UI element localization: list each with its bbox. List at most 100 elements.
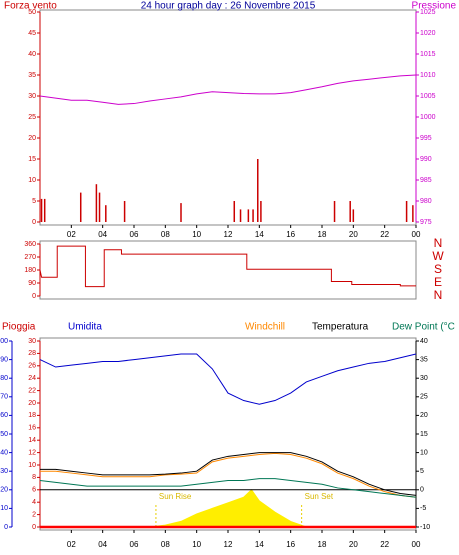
wind-bar — [260, 201, 262, 222]
tick-label: 60 — [0, 412, 8, 419]
tick-label: 20 — [28, 400, 36, 407]
tick-label: 15 — [28, 156, 36, 163]
wind-bar — [123, 201, 126, 222]
tick-label: 0 — [32, 293, 36, 300]
x-tick-label: 04 — [98, 230, 107, 239]
tick-label: 30 — [28, 338, 36, 345]
x-tick-label: 22 — [380, 230, 389, 239]
tick-label: 50 — [28, 9, 36, 16]
series-line — [39, 245, 416, 288]
chart-title: 24 hour graph day : 26 Novembre 2015 — [141, 1, 316, 12]
x-tick-label: 08 — [161, 540, 170, 549]
tick-label: 1010 — [420, 72, 436, 79]
x-tick-label: 08 — [161, 230, 170, 239]
x-tick-label: 16 — [286, 230, 295, 239]
wind-bar — [252, 209, 254, 222]
wind-bar — [40, 198, 43, 222]
axis-title: Forza vento — [4, 1, 57, 12]
tick-label: S — [434, 262, 442, 276]
axis-title: Pressione — [412, 1, 457, 12]
tick-label: 45 — [28, 30, 36, 37]
x-tick-label: 02 — [67, 540, 76, 549]
tick-label: 270 — [24, 254, 36, 261]
wind-bar — [247, 209, 250, 222]
tick-label: 2 — [32, 511, 36, 518]
wind-bar — [180, 203, 182, 222]
tick-label: 20 — [420, 412, 428, 419]
series-line — [39, 74, 417, 105]
tick-label: 90 — [0, 356, 8, 363]
solar-area — [149, 489, 307, 528]
tick-label: 360 — [24, 241, 36, 248]
wind-direction-frame — [39, 240, 417, 300]
tick-label: 20 — [28, 135, 36, 142]
tick-label: 15 — [420, 431, 428, 438]
tick-label: 24 — [28, 375, 36, 382]
legend-entry: Temperatura — [312, 322, 369, 333]
x-tick-label: 16 — [286, 540, 295, 549]
wind-bar — [349, 201, 351, 222]
tick-label: 35 — [420, 356, 428, 363]
top-panel-frame — [39, 9, 417, 226]
wind-bar — [98, 192, 101, 222]
x-tick-label: 22 — [380, 540, 389, 549]
tick-label: 30 — [420, 375, 428, 382]
tick-label: 40 — [0, 449, 8, 456]
x-tick-label: 14 — [255, 540, 264, 549]
x-tick-label: 20 — [349, 230, 358, 239]
tick-label: 5 — [420, 468, 424, 475]
tick-label: 980 — [420, 198, 432, 205]
tick-label: 10 — [420, 449, 428, 456]
x-tick-label: 00 — [412, 540, 421, 549]
wind-bar — [95, 184, 98, 222]
tick-label: 1025 — [420, 9, 436, 16]
tick-label: 6 — [32, 487, 36, 494]
tick-label: N — [434, 236, 443, 250]
tick-label: 1015 — [420, 51, 436, 58]
tick-label: 0 — [32, 524, 36, 531]
wind-bar — [352, 209, 355, 222]
annotation: Sun Set — [305, 492, 334, 501]
legend-entry: Pioggia — [2, 322, 36, 333]
tick-label: 40 — [28, 51, 36, 58]
series-line — [40, 452, 417, 496]
x-tick-label: 18 — [318, 230, 327, 239]
wind-bar — [239, 209, 242, 222]
tick-label: 990 — [420, 156, 432, 163]
tick-label: W — [432, 249, 444, 263]
tick-label: 12 — [28, 449, 36, 456]
tick-label: 40 — [420, 338, 428, 345]
tick-label: 995 — [420, 135, 432, 142]
tick-label: 0 — [4, 524, 8, 531]
tick-label: -10 — [420, 524, 430, 531]
wind-bar — [105, 205, 107, 222]
x-tick-label: 10 — [192, 540, 201, 549]
wind-bar — [333, 201, 336, 222]
tick-label: 18 — [28, 412, 36, 419]
tick-label: 1005 — [420, 93, 436, 100]
x-tick-label: 00 — [412, 230, 421, 239]
tick-label: 0 — [32, 219, 36, 226]
tick-label: -5 — [420, 505, 426, 512]
tick-label: 0 — [420, 487, 424, 494]
tick-label: 985 — [420, 177, 432, 184]
x-tick-label: 20 — [349, 540, 358, 549]
wind-bar — [43, 198, 46, 222]
wind-bar — [257, 159, 259, 222]
tick-label: E — [434, 275, 442, 289]
tick-label: N — [434, 288, 443, 302]
tick-label: 8 — [32, 474, 36, 481]
tick-label: 90 — [28, 280, 36, 287]
legend-entry: Umidita — [68, 322, 102, 333]
tick-label: 10 — [28, 462, 36, 469]
tick-label: 25 — [28, 114, 36, 121]
x-tick-label: 10 — [192, 230, 201, 239]
legend-entry: Windchill — [245, 322, 285, 333]
tick-label: 1020 — [420, 30, 436, 37]
x-tick-label: 14 — [255, 230, 264, 239]
tick-label: 30 — [0, 468, 8, 475]
tick-label: 975 — [420, 219, 432, 226]
series-line — [39, 353, 417, 405]
tick-label: 22 — [28, 387, 36, 394]
